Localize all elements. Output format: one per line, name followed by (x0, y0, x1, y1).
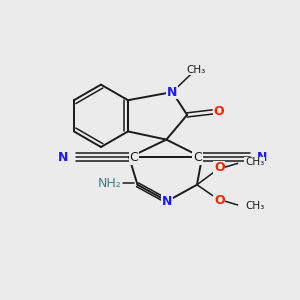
Text: O: O (214, 194, 225, 207)
Text: C: C (129, 151, 138, 164)
Text: NH₂: NH₂ (98, 177, 121, 190)
Text: N: N (167, 85, 178, 98)
Text: N: N (58, 151, 68, 164)
Text: CH₃: CH₃ (245, 158, 264, 167)
Text: N: N (257, 151, 268, 164)
Text: N: N (162, 195, 172, 208)
Text: O: O (214, 161, 225, 174)
Text: O: O (214, 106, 224, 118)
Text: CH₃: CH₃ (245, 201, 264, 211)
Text: C: C (193, 151, 202, 164)
Text: CH₃: CH₃ (186, 65, 206, 75)
